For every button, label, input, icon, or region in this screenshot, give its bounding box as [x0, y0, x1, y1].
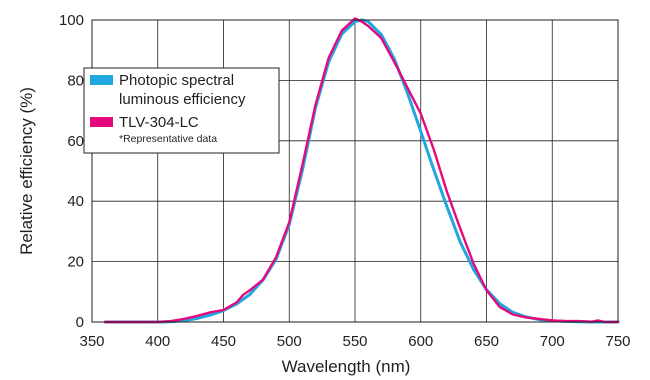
legend-label-photopic-line2: luminous efficiency: [119, 91, 246, 108]
legend-swatch-photopic: [90, 75, 113, 85]
series-layer: [103, 17, 620, 324]
x-axis-title: Wavelength (nm): [282, 357, 411, 376]
x-tick-label: 700: [540, 333, 565, 350]
plot-frame: [91, 19, 619, 323]
legend-label-tlv: TLV-304-LC: [119, 114, 199, 131]
grid-lines: [91, 19, 619, 323]
legend: Photopic spectral luminous efficiency TL…: [83, 67, 280, 154]
x-tick-label: 350: [79, 333, 104, 350]
y-tick-label: 100: [59, 12, 84, 29]
x-tick-label: 400: [145, 333, 170, 350]
y-tick-label: 40: [67, 193, 84, 210]
y-tick-label: 60: [67, 133, 84, 150]
legend-note: *Representative data: [119, 133, 217, 145]
series-line-photopic: [103, 18, 620, 324]
x-tick-label: 550: [342, 333, 367, 350]
y-tick-label: 20: [67, 254, 84, 271]
y-axis-title: Relative efficiency (%): [17, 87, 36, 255]
x-tick-label: 500: [277, 333, 302, 350]
x-tick-label: 650: [474, 333, 499, 350]
y-tick-label: 0: [76, 314, 84, 331]
legend-label-photopic-line1: Photopic spectral: [119, 72, 234, 89]
series-line-tlv-304-lc: [103, 17, 620, 324]
x-tick-label: 600: [408, 333, 433, 350]
x-tick-labels: 350 400 450 500 550 600 650 700 750: [79, 333, 630, 350]
x-tick-label: 450: [211, 333, 236, 350]
y-tick-label: 80: [67, 72, 84, 89]
x-tick-label: 750: [605, 333, 630, 350]
legend-box: [83, 67, 280, 154]
y-tick-labels: 0 20 40 60 80 100: [59, 12, 84, 331]
legend-swatch-tlv: [90, 117, 113, 127]
